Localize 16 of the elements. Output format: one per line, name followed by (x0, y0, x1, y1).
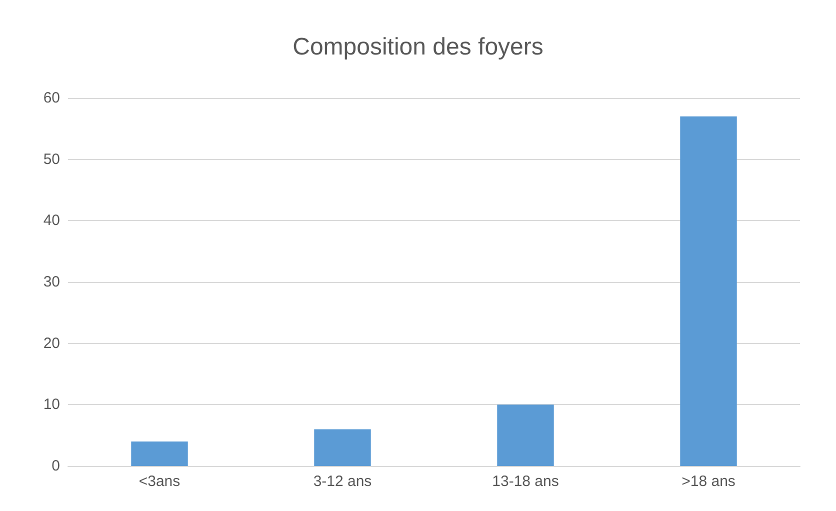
bar (680, 116, 737, 466)
x-tick-label: >18 ans (682, 473, 736, 490)
x-tick-label: <3ans (138, 473, 180, 490)
bar (497, 404, 554, 466)
y-tick-label: 10 (43, 396, 60, 414)
y-tick-label: 30 (43, 274, 60, 290)
x-tick-label: 3-12 ans (313, 473, 372, 490)
bar (131, 441, 188, 466)
y-tick-label: 0 (52, 458, 60, 474)
bar (314, 429, 371, 466)
x-tick-label: 13-18 ans (492, 473, 559, 490)
y-tick-label: 20 (43, 334, 60, 352)
chart-title: Composition des foyers (292, 34, 544, 60)
y-tick-label: 60 (43, 90, 60, 106)
y-tick-label: 50 (43, 150, 60, 168)
y-tick-label: 40 (43, 212, 60, 230)
